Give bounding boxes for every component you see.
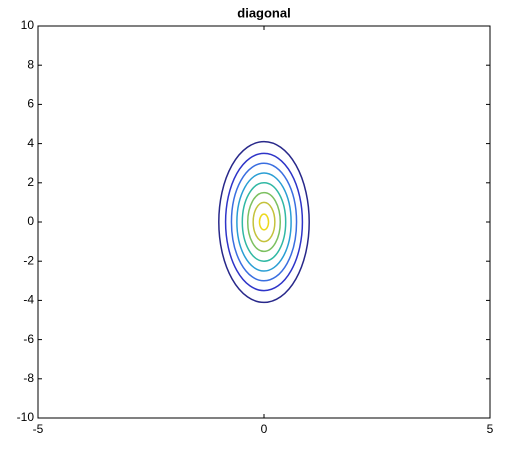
contour	[230, 162, 298, 282]
x-tick-label: 0	[261, 422, 268, 436]
y-tick-label: -2	[23, 253, 34, 267]
y-tick-label: -8	[23, 371, 34, 385]
y-tick-label: -6	[23, 332, 34, 346]
contour	[236, 172, 292, 272]
y-tick-label: 2	[27, 175, 34, 189]
y-tick-label: -4	[23, 293, 34, 307]
y-tick-label: 8	[27, 57, 34, 71]
chart-title: diagonal	[237, 5, 290, 20]
x-tick-label: -5	[33, 422, 44, 436]
contour	[241, 182, 287, 262]
y-tick-label: -10	[17, 410, 35, 424]
contour	[252, 201, 276, 243]
contour	[224, 152, 304, 292]
y-tick-label: 4	[27, 136, 34, 150]
contour	[258, 213, 270, 231]
contour	[218, 140, 310, 304]
x-tick-label: 5	[487, 422, 494, 436]
contour	[246, 191, 282, 253]
y-tick-label: 6	[27, 97, 34, 111]
plot-frame	[37, 25, 491, 419]
y-tick-label: 0	[27, 214, 34, 228]
y-tick-label: 10	[21, 18, 35, 32]
